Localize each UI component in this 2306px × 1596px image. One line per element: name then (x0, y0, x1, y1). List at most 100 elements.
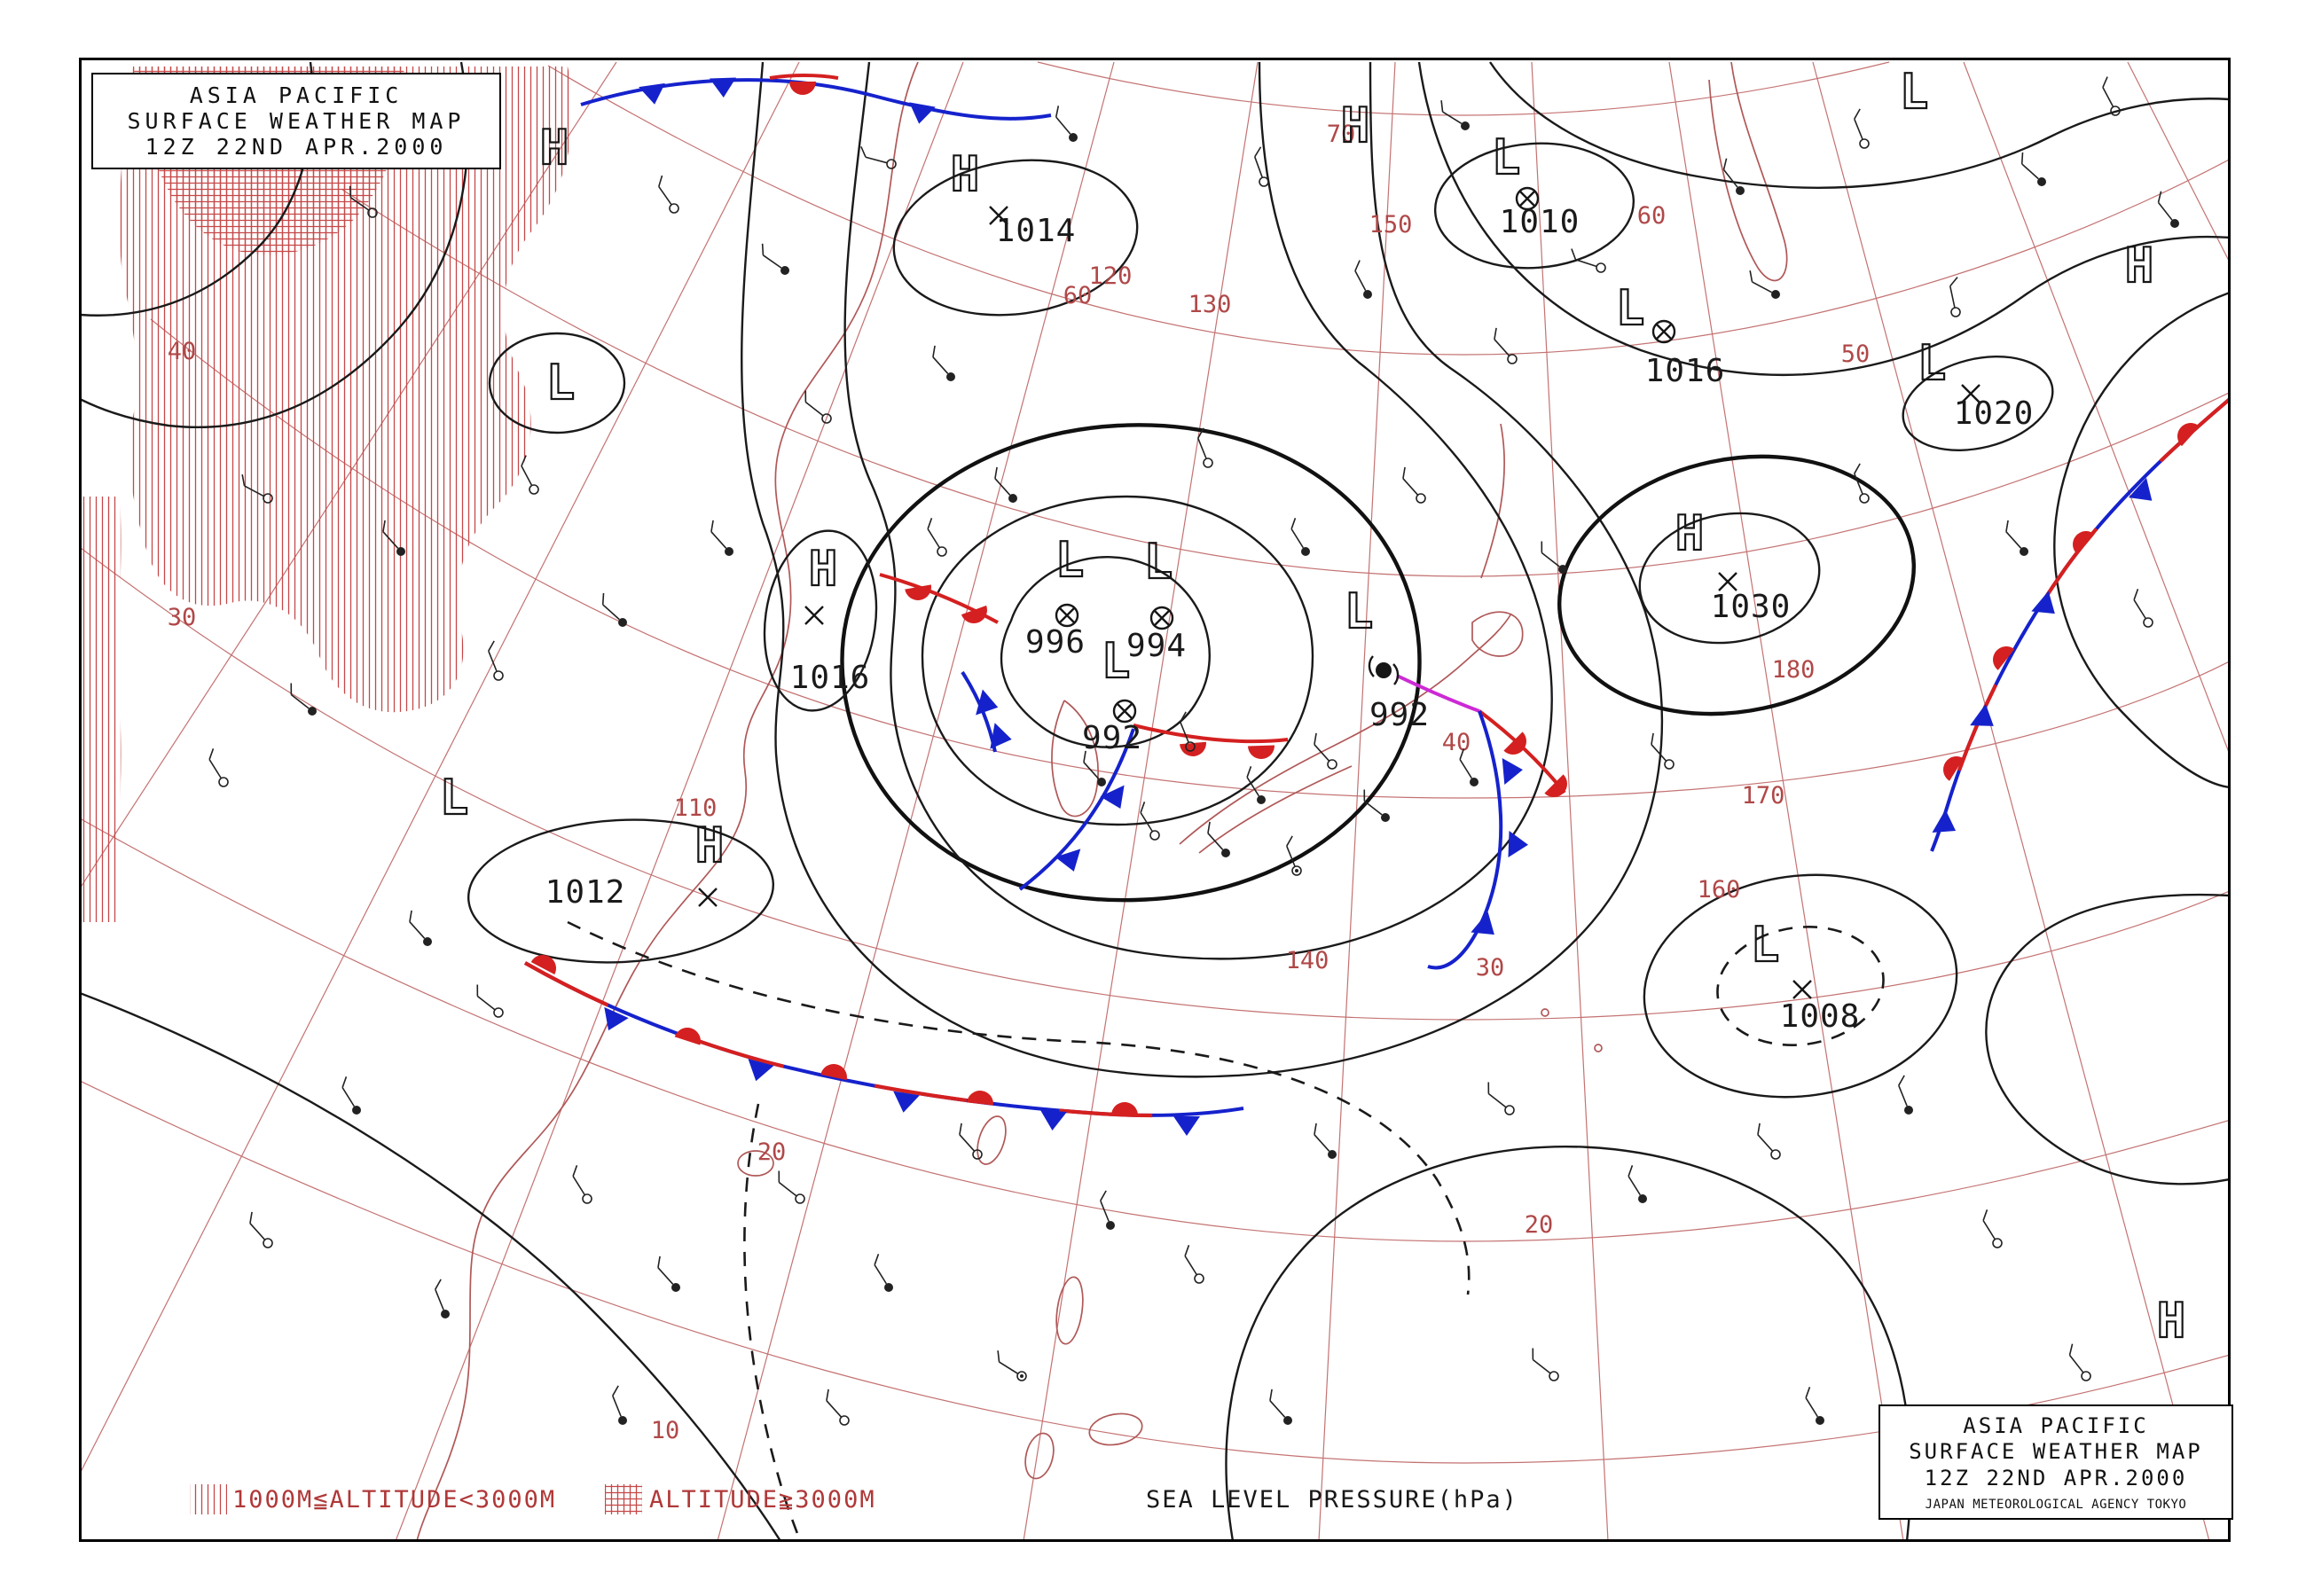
coastline-island (1024, 1432, 1055, 1480)
station-plot (860, 145, 897, 169)
station-plot (994, 466, 1017, 503)
pressure-center-marker-icon (1055, 603, 1079, 628)
latitude-line (82, 1081, 2228, 1464)
isobar-closed-1012 (467, 818, 775, 964)
coastline-japan (1198, 765, 1353, 854)
legend-sea-level-pressure-label: SEA LEVEL PRESSURE(hPa) (1146, 1486, 1518, 1514)
trough-line (567, 920, 1471, 1295)
station-plot (1363, 789, 1390, 822)
latitude-line (150, 318, 2228, 799)
dashed-isobar-1008 (1716, 926, 1885, 1046)
warm-front-semicircle (1111, 1102, 1138, 1116)
isobar-closed-1030 (1638, 512, 1821, 645)
cold-front-triangle (909, 102, 936, 124)
pressure-letter-h: H (540, 120, 569, 176)
warm-front-semicircle (674, 1028, 701, 1045)
stationary-front-red-segments (1930, 397, 2228, 852)
isobar (843, 61, 1553, 960)
stationary-front-red-segments (523, 961, 1244, 1118)
station-plot (1180, 711, 1196, 752)
pressure-letter-h: H (695, 818, 725, 873)
coastline-hokkaido (1471, 611, 1524, 657)
station-plot (1083, 750, 1106, 786)
cold-front-triangle (1471, 911, 1494, 935)
isobar (741, 61, 1664, 1078)
station-plot (1269, 1389, 1292, 1425)
station-plot (1184, 1245, 1204, 1284)
graticule-label: 170 (1742, 782, 1785, 810)
station-plot (1651, 732, 1675, 770)
longitude-line (717, 61, 1115, 1539)
graticule-label: 60 (1063, 282, 1093, 309)
pressure-value: 1016 (790, 660, 871, 696)
latitude-line (82, 547, 2228, 1021)
pressure-letter-l: L (440, 770, 469, 825)
station-plot (1982, 1209, 2003, 1248)
station-plot (1571, 248, 1606, 273)
station-plot (1402, 466, 1426, 504)
pressure-letter-h: H (1341, 98, 1370, 153)
longitude-line (82, 61, 800, 1472)
station-plot (1197, 427, 1213, 468)
station-plot (1354, 260, 1372, 299)
longitude-line (2127, 61, 2228, 261)
coastline-hainan (737, 1150, 774, 1177)
pressure-letter-l: L (1751, 917, 1780, 973)
trough-layer (567, 920, 1885, 1539)
graticule-layer (82, 61, 2228, 1539)
cold-front (1427, 710, 1503, 970)
occluded-front (1396, 674, 1480, 713)
stationary-front (1930, 398, 2228, 852)
graticule-label: 60 (1637, 202, 1667, 230)
cold-front-triangle (976, 689, 999, 716)
station-plot (208, 748, 229, 787)
map-frame (79, 58, 2231, 1542)
station-plot (1140, 802, 1160, 841)
graticule-label: 120 (1089, 262, 1133, 290)
station-plot (932, 345, 955, 381)
title-box: ASIA PACIFIC SURFACE WEATHER MAP 12Z 22N… (91, 73, 501, 169)
warm-front-segment (769, 74, 839, 80)
longitude-line (1668, 61, 1904, 1539)
station-plot (349, 185, 378, 218)
graticule-label: 180 (1772, 656, 1816, 684)
cold-front-triangle (1508, 831, 1528, 857)
station-plot (1532, 1348, 1559, 1381)
cold-front-triangle (1932, 810, 1957, 833)
coastline-island (1594, 1044, 1603, 1052)
station-plot (1749, 270, 1780, 299)
graticule-label: 40 (1442, 729, 1471, 756)
agency-credit: JAPAN METEOROLOGICAL AGENCY TOKYO (1925, 1497, 2187, 1512)
station-plot (341, 1076, 361, 1115)
pressure-center-marker-icon (1515, 186, 1540, 211)
warm-front-semicircle (2177, 423, 2200, 447)
tropical-storm-icon (1368, 655, 1400, 685)
station-plot (1314, 1123, 1337, 1159)
isobar (1985, 893, 2228, 1185)
graticule-label: 130 (1188, 291, 1232, 318)
coastline-sakhalin (1480, 423, 1505, 579)
station-plot (658, 175, 679, 214)
graticule-label: 70 (1327, 121, 1356, 148)
pressure-letter-l: L (1492, 129, 1521, 185)
warm-front-semicircle (1544, 774, 1567, 797)
station-plot (290, 683, 317, 716)
warm-front-semicircle (789, 82, 816, 95)
coastline-layer (416, 61, 1788, 1539)
pressure-letter-l: L (1918, 335, 1947, 391)
pressure-value: 1010 (1500, 204, 1580, 240)
station-plot (2133, 589, 2153, 628)
graticule-label: 110 (674, 794, 718, 822)
coastline-island (1088, 1412, 1143, 1446)
front-layer (523, 74, 2228, 1136)
longitude-line (1023, 61, 1259, 1539)
station-plot (826, 1389, 850, 1426)
cold-front-triangle (2128, 477, 2153, 501)
station-plot (1246, 766, 1266, 804)
cold-front-triangle (990, 723, 1012, 749)
pressure-value: 1016 (1645, 353, 1726, 389)
pressure-letter-h: H (809, 541, 838, 597)
station-plot (2157, 191, 2179, 228)
coastline-island (1541, 1008, 1549, 1017)
